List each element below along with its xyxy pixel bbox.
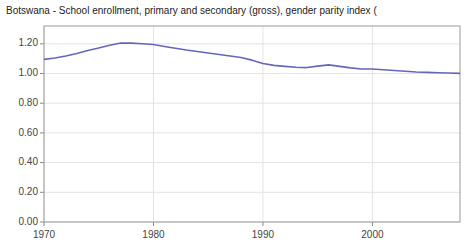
grid-line bbox=[44, 192, 460, 193]
title: Botswana - School enrollment, primary an… bbox=[6, 5, 377, 16]
tick-mark bbox=[372, 222, 373, 226]
tick-label: 1.20 bbox=[19, 37, 39, 48]
axes: 0.00 0.20 0.40 0.60 0.80 1.00 1.20 1970 1980 1990… bbox=[19, 26, 460, 240]
grid-line bbox=[262, 26, 263, 222]
tick-mark bbox=[40, 43, 44, 44]
grid bbox=[44, 26, 460, 222]
grid-line bbox=[372, 26, 373, 222]
tick-label: 0.00 bbox=[19, 216, 39, 227]
tick-label: 0.40 bbox=[19, 156, 39, 167]
tick-label: 1990 bbox=[252, 229, 275, 240]
tick-label: 1.00 bbox=[19, 67, 39, 78]
grid-line bbox=[44, 103, 460, 104]
data bbox=[44, 43, 460, 73]
chart: Botswana - School enrollment, primary an… bbox=[0, 0, 474, 248]
tick-label: 1980 bbox=[142, 229, 165, 240]
tick-mark bbox=[44, 222, 45, 226]
grid-line bbox=[44, 162, 460, 163]
tick-mark bbox=[40, 162, 44, 163]
tick-mark bbox=[40, 103, 44, 104]
tick-mark bbox=[40, 222, 44, 223]
tick-label: 2000 bbox=[361, 229, 384, 240]
tick-mark bbox=[153, 222, 154, 226]
grid-line bbox=[44, 43, 460, 44]
tick-mark bbox=[40, 132, 44, 133]
tick-mark bbox=[262, 222, 263, 226]
tick-label: 0.60 bbox=[19, 127, 39, 138]
tick-label: 0.20 bbox=[19, 186, 39, 197]
plot-frame bbox=[44, 26, 460, 222]
tick-mark bbox=[40, 73, 44, 74]
tick-label: 0.80 bbox=[19, 97, 39, 108]
tick-label: 1970 bbox=[33, 229, 56, 240]
page: {"chart_data": {"type": "line", "title":… bbox=[0, 0, 474, 248]
grid-line bbox=[44, 73, 460, 74]
grid-line bbox=[153, 26, 154, 222]
line bbox=[44, 43, 460, 73]
tick-mark bbox=[40, 192, 44, 193]
grid-line bbox=[44, 132, 460, 133]
